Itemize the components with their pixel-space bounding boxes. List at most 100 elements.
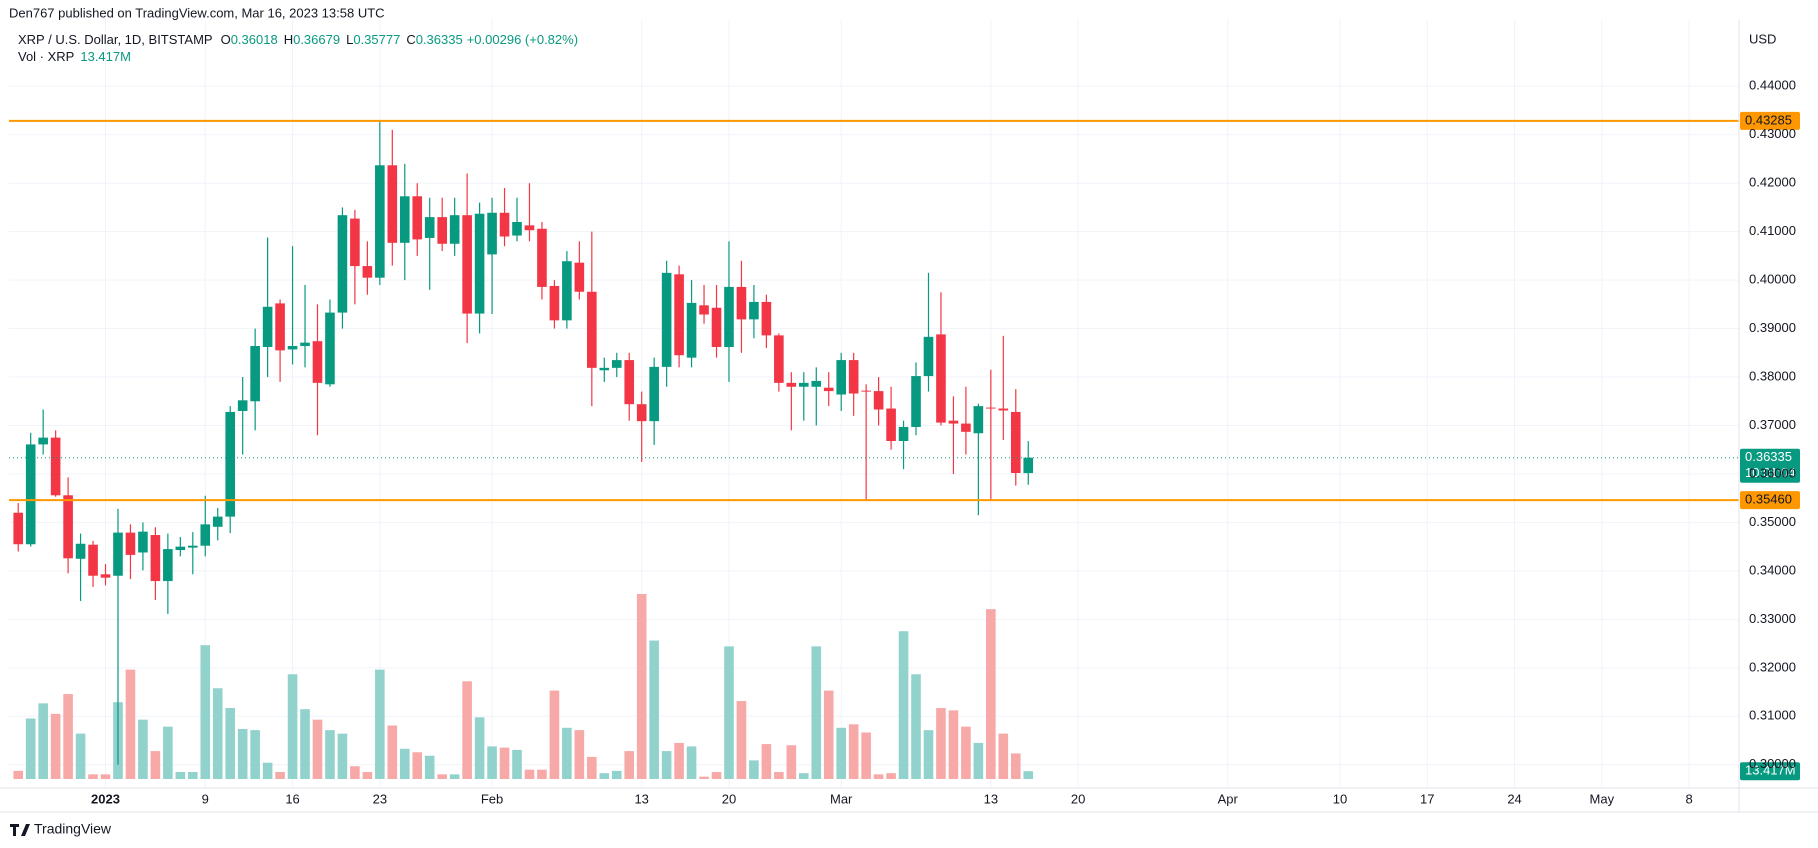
- level-label: 0.43285: [1745, 112, 1792, 127]
- y-tick-label: 0.31000: [1749, 708, 1796, 723]
- candle-body: [462, 215, 472, 314]
- volume-bar: [212, 688, 223, 779]
- x-tick-label: 8: [1686, 791, 1693, 806]
- candle-body: [986, 407, 996, 409]
- x-tick-label: 23: [373, 791, 387, 806]
- volume-bar: [761, 744, 772, 779]
- candle-body: [387, 165, 398, 243]
- candle-body: [749, 301, 759, 320]
- candle-body: [88, 544, 98, 576]
- candle-body: [113, 532, 123, 576]
- y-tick-label: 0.40000: [1749, 272, 1796, 287]
- y-tick-label: 0.33000: [1749, 611, 1796, 626]
- volume-bar: [350, 766, 360, 779]
- x-tick-label: 9: [202, 791, 209, 806]
- volume-bar: [25, 718, 36, 779]
- volume-legend: Vol · XRP 13.417M: [18, 49, 131, 64]
- candle-body: [212, 516, 223, 527]
- volume-bar: [13, 770, 24, 779]
- candle-body: [412, 196, 423, 240]
- volume-bar: [674, 742, 684, 779]
- candle-body: [836, 360, 847, 395]
- volume-bar: [387, 725, 398, 779]
- candle-body: [300, 342, 310, 347]
- candle-body: [761, 301, 772, 336]
- currency-label: USD: [1749, 31, 1776, 46]
- volume-bar: [424, 755, 435, 779]
- volume-bar: [50, 713, 61, 779]
- volume-pane: [13, 594, 1034, 779]
- candle-body: [948, 420, 959, 424]
- candle-body: [337, 215, 348, 313]
- candle-body: [312, 341, 323, 383]
- volume-bar: [312, 719, 323, 779]
- volume-axis-label: 13.417M: [1745, 763, 1796, 778]
- volume-bar: [362, 772, 373, 779]
- candle-body: [325, 312, 335, 385]
- candle-body: [574, 262, 585, 292]
- volume-bar: [998, 733, 1009, 779]
- y-tick-label: 0.34000: [1749, 562, 1796, 577]
- volume-bar: [711, 772, 722, 779]
- volume-bar: [736, 701, 747, 779]
- volume-bar: [774, 772, 784, 779]
- countdown: 10:01:04: [1745, 465, 1796, 480]
- level-label-box: [1740, 491, 1800, 510]
- volume-bar: [237, 728, 248, 779]
- candle-body: [599, 367, 610, 371]
- volume-bar: [661, 751, 672, 779]
- volume-bar: [624, 751, 635, 779]
- x-tick-label: 20: [722, 791, 736, 806]
- volume-bar: [325, 730, 335, 779]
- logo-text: TradingView: [34, 821, 112, 837]
- y-tick-label: 0.43000: [1749, 126, 1796, 141]
- volume-bar: [138, 719, 148, 779]
- level-label: 0.35460: [1745, 492, 1792, 507]
- candle-body: [474, 213, 485, 314]
- volume-bar: [811, 646, 822, 779]
- volume-bar: [100, 774, 111, 779]
- volume-bar: [175, 772, 186, 779]
- volume-bar: [537, 769, 547, 779]
- candle-body: [75, 543, 86, 559]
- candle-body: [250, 346, 260, 402]
- volume-bar: [587, 756, 597, 779]
- x-tick-label: 16: [285, 791, 299, 806]
- volume-bar: [823, 690, 834, 779]
- volume-bar: [38, 703, 48, 779]
- x-tick-label: Mar: [830, 791, 853, 806]
- volume-bar: [599, 773, 610, 779]
- ohlc-value: 0.35777: [353, 32, 400, 47]
- volume-bar: [1023, 771, 1034, 779]
- candle-body: [873, 391, 884, 410]
- candles: [13, 120, 1034, 765]
- candle-body: [923, 336, 934, 377]
- volume-bar: [250, 730, 260, 779]
- volume-bar: [923, 730, 934, 779]
- candle-body: [512, 221, 522, 236]
- candle-body: [823, 387, 834, 392]
- volume-bar: [200, 645, 211, 779]
- volume-bar: [399, 748, 410, 779]
- candle-body: [649, 366, 659, 422]
- candle-body: [437, 217, 447, 244]
- y-tick-label: 0.32000: [1749, 659, 1796, 674]
- candle-body: [786, 382, 797, 387]
- candle-body: [200, 524, 211, 546]
- candle-body: [38, 437, 48, 445]
- y-tick-label: 0.36000: [1749, 465, 1796, 480]
- ohlc-value: 0.36335: [416, 32, 463, 47]
- volume-bar: [699, 776, 709, 779]
- volume-bar: [275, 772, 285, 779]
- y-tick-label: 0.37000: [1749, 417, 1796, 432]
- ohlc-key: C: [406, 32, 415, 47]
- candle-body: [449, 215, 460, 244]
- volume-bar: [262, 762, 273, 779]
- volume-bar: [75, 733, 86, 779]
- x-tick-label: 13: [984, 791, 998, 806]
- volume-bar: [300, 709, 310, 779]
- x-tick-label: 17: [1420, 791, 1434, 806]
- volume-bar: [948, 710, 959, 779]
- candle-body: [175, 546, 186, 551]
